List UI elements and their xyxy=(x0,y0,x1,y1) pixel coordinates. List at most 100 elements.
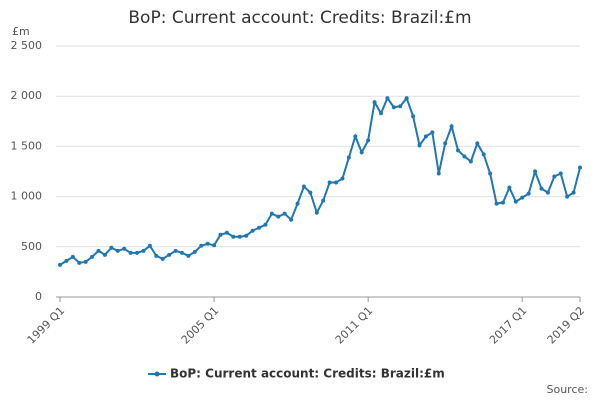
point xyxy=(398,104,403,109)
point xyxy=(269,211,274,216)
point xyxy=(385,96,390,101)
y-axis-label: £m xyxy=(12,25,30,38)
point xyxy=(513,199,518,204)
y-tick-label: 500 xyxy=(21,240,42,253)
point xyxy=(353,134,358,139)
y-tick-label: 1 500 xyxy=(11,139,43,152)
point xyxy=(520,195,525,200)
point xyxy=(231,234,236,239)
point xyxy=(90,254,95,259)
point xyxy=(404,96,409,101)
point xyxy=(443,141,448,146)
point xyxy=(77,260,82,265)
point xyxy=(154,253,159,258)
point xyxy=(141,248,146,253)
chart-title: BoP: Current account: Credits: Brazil:£m xyxy=(128,8,471,28)
point xyxy=(186,253,191,258)
point xyxy=(436,171,441,176)
point xyxy=(565,194,570,199)
point xyxy=(359,150,364,155)
point xyxy=(224,230,229,235)
point xyxy=(218,232,223,237)
point xyxy=(372,100,377,105)
point xyxy=(173,248,178,253)
point xyxy=(295,201,300,206)
point xyxy=(327,180,332,185)
legend-marker xyxy=(154,371,160,377)
point xyxy=(558,171,563,176)
point xyxy=(289,217,294,222)
point xyxy=(334,180,339,185)
point xyxy=(552,174,557,179)
point xyxy=(481,152,486,157)
point xyxy=(423,134,428,139)
point xyxy=(578,165,582,170)
point xyxy=(250,228,255,233)
point xyxy=(192,249,197,254)
point xyxy=(346,155,351,160)
point xyxy=(539,186,544,191)
point xyxy=(70,254,75,259)
point xyxy=(526,191,531,196)
series-line xyxy=(59,96,581,266)
point xyxy=(167,252,172,257)
point xyxy=(237,234,242,239)
point xyxy=(366,138,371,143)
point xyxy=(276,214,281,219)
point xyxy=(500,200,505,205)
point xyxy=(507,185,512,190)
point xyxy=(263,222,268,227)
point xyxy=(96,248,101,253)
point xyxy=(488,171,493,176)
x-tick-label: 2019 Q2 xyxy=(545,304,588,347)
point xyxy=(475,141,480,146)
y-tick-label: 2 000 xyxy=(11,89,43,102)
point xyxy=(340,176,345,181)
point xyxy=(321,198,326,203)
point xyxy=(456,148,461,153)
point xyxy=(205,241,210,246)
point xyxy=(411,114,416,119)
source: Source: xyxy=(547,383,589,396)
y-tick-label: 0 xyxy=(35,290,42,303)
point xyxy=(430,130,435,135)
point xyxy=(301,184,306,189)
point xyxy=(314,210,319,215)
point xyxy=(102,252,107,257)
point xyxy=(115,248,120,253)
point xyxy=(282,211,287,216)
x-tick-label: 1999 Q1 xyxy=(25,304,68,347)
x-tick-label: 2011 Q1 xyxy=(333,304,376,347)
point xyxy=(83,259,88,264)
point xyxy=(212,243,217,248)
point xyxy=(468,159,473,164)
point xyxy=(109,245,114,250)
point xyxy=(391,105,396,110)
point xyxy=(417,143,422,148)
point xyxy=(128,250,133,255)
point xyxy=(179,250,184,255)
point xyxy=(244,233,249,238)
y-tick-label: 1 000 xyxy=(11,190,43,203)
x-tick-label: 2017 Q1 xyxy=(487,304,530,347)
point xyxy=(449,124,454,129)
point xyxy=(160,256,165,261)
point xyxy=(378,111,383,116)
point xyxy=(135,250,140,255)
point xyxy=(308,190,313,195)
point xyxy=(64,258,69,263)
point xyxy=(199,243,204,248)
point xyxy=(58,262,62,267)
point xyxy=(494,201,499,206)
point xyxy=(257,225,262,230)
point xyxy=(122,246,127,251)
x-tick-label: 2005 Q1 xyxy=(179,304,222,347)
point xyxy=(571,190,576,195)
y-tick-label: 2 500 xyxy=(11,39,43,52)
point xyxy=(545,190,550,195)
point xyxy=(533,169,538,174)
point xyxy=(147,243,152,248)
legend-label: BoP: Current account: Credits: Brazil:£m xyxy=(170,367,445,381)
point xyxy=(462,154,467,159)
